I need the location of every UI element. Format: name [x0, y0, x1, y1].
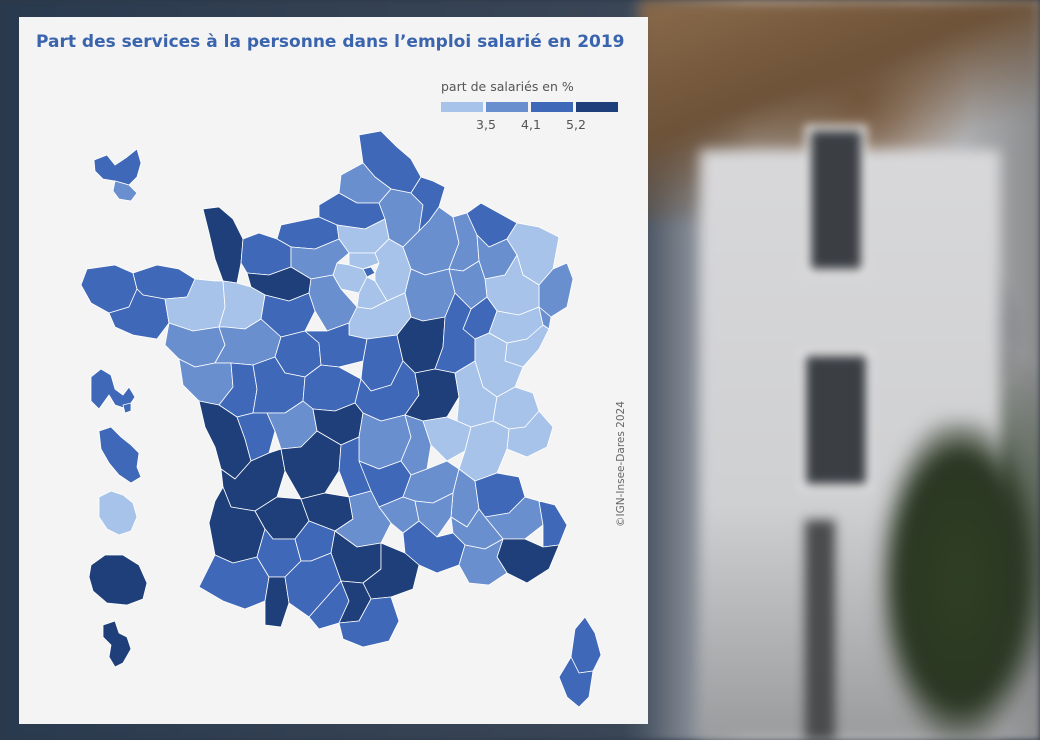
map-title: Part des services à la personne dans l’e…: [36, 32, 625, 52]
tree: [880, 420, 1040, 740]
house-window-upper: [805, 125, 867, 275]
dept-hautes-pyrenees: [264, 576, 290, 628]
dept-pyrenees-orientales: [338, 596, 400, 648]
guadeloupe-basse-terre: [112, 180, 138, 202]
legend-color-bar: [441, 102, 621, 112]
dept-manche: [202, 206, 244, 284]
dept-val-d-oise: [348, 252, 380, 270]
martinique-islet: [122, 402, 132, 414]
legend-swatch-2: [486, 102, 528, 112]
mayotte: [98, 426, 142, 484]
dept-alpes-maritimes: [538, 500, 568, 548]
legend: part de salariés en % 3,5 4,1 5,2: [441, 79, 621, 135]
dept-bouches-du-rhone: [458, 538, 508, 586]
legend-title: part de salariés en %: [441, 79, 574, 94]
dept-corse-du-sud: [558, 656, 594, 708]
guadeloupe-south: [102, 620, 132, 668]
legend-tick-1: 3,5: [476, 117, 496, 132]
legend-tick-3: 5,2: [566, 117, 586, 132]
house-door: [805, 520, 835, 740]
martinique: [90, 368, 136, 410]
legend-swatch-4: [576, 102, 618, 112]
map-card: Part des services à la personne dans l’e…: [19, 17, 648, 724]
legend-swatch-3: [531, 102, 573, 112]
la-reunion: [88, 554, 148, 606]
legend-ticks: 3,5 4,1 5,2: [441, 117, 621, 135]
guyane: [98, 490, 138, 536]
dept-charente: [236, 412, 276, 462]
france-departments-map: [80, 130, 602, 708]
credit-text: ©IGN-Insee-Dares 2024: [615, 401, 627, 527]
house-window-lower: [800, 350, 872, 490]
legend-swatch-1: [441, 102, 483, 112]
guadeloupe: [93, 148, 142, 186]
legend-tick-2: 4,1: [521, 117, 541, 132]
dept-pyrenees-atlantiques: [198, 554, 270, 610]
dept-finistere: [80, 264, 138, 314]
dept-haute-corse: [570, 616, 602, 674]
dept-savoie: [506, 410, 554, 458]
